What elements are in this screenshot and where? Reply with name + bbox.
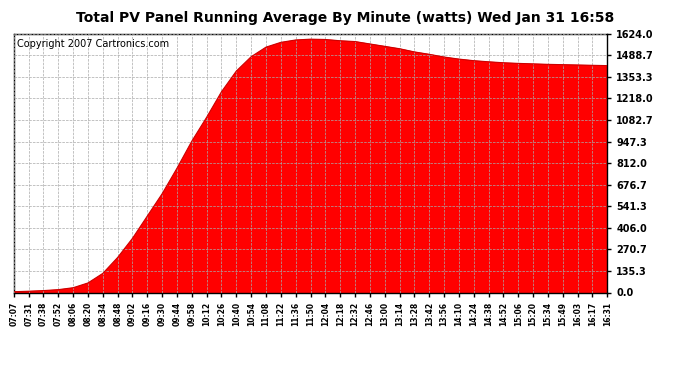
Text: Copyright 2007 Cartronics.com: Copyright 2007 Cartronics.com (17, 39, 169, 49)
Text: Total PV Panel Running Average By Minute (watts) Wed Jan 31 16:58: Total PV Panel Running Average By Minute… (76, 11, 614, 25)
